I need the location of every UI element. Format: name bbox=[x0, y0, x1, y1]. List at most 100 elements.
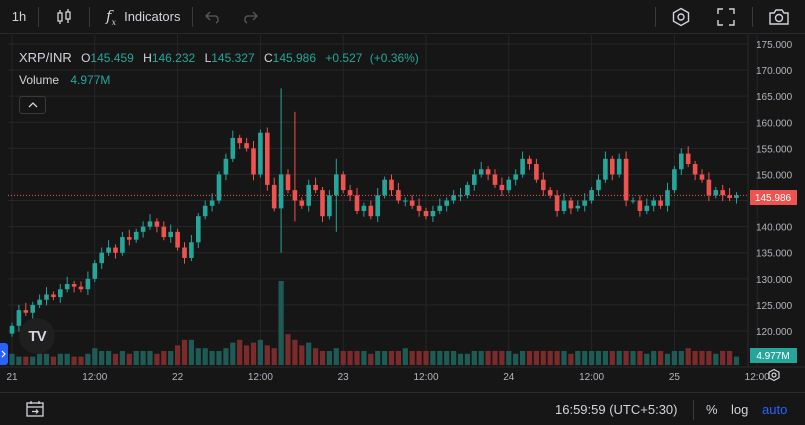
time-tick-label: 22 bbox=[172, 372, 184, 383]
candle-body bbox=[403, 200, 408, 202]
open-label: O bbox=[81, 51, 91, 65]
time-axis-settings-button[interactable] bbox=[768, 368, 780, 382]
volume-bar bbox=[9, 353, 15, 365]
volume-bar bbox=[423, 351, 429, 365]
candle-body bbox=[271, 184, 277, 209]
candle-body bbox=[154, 221, 160, 227]
toolbar-divider bbox=[192, 6, 194, 27]
candle-body bbox=[251, 148, 256, 175]
date-range-button[interactable] bbox=[24, 400, 46, 421]
change-value: +0.527 bbox=[325, 51, 363, 65]
chart-type-button[interactable] bbox=[39, 0, 89, 34]
volume-bar bbox=[99, 351, 105, 365]
price-tick-label: 130.000 bbox=[756, 275, 793, 286]
indicators-label: Indicators bbox=[124, 9, 181, 24]
candle-body bbox=[451, 195, 456, 201]
candle-body bbox=[485, 169, 491, 175]
volume-bar bbox=[16, 356, 22, 365]
candle-body bbox=[465, 184, 470, 196]
volume-bar bbox=[609, 351, 615, 365]
redo-button[interactable] bbox=[233, 0, 267, 34]
candle-body bbox=[223, 158, 229, 175]
volume-bar bbox=[257, 339, 263, 365]
auto-toggle[interactable]: auto bbox=[762, 402, 788, 417]
volume-bar bbox=[140, 351, 146, 365]
candle-body bbox=[375, 195, 380, 217]
undo-button[interactable] bbox=[193, 0, 233, 34]
collapse-legend-button[interactable] bbox=[19, 96, 46, 114]
volume-bar bbox=[230, 342, 236, 365]
price-chart[interactable]: 175.000 170.000 165.000 160.000 155.000 150.0… bbox=[0, 0, 805, 392]
volume-bar bbox=[106, 351, 112, 365]
interval-button[interactable]: 1h bbox=[0, 0, 38, 34]
candle-body bbox=[582, 200, 587, 206]
indicators-button[interactable]: fx Indicators bbox=[90, 0, 192, 34]
volume-bar bbox=[568, 353, 574, 365]
volume-bar bbox=[64, 353, 70, 365]
volume-bar bbox=[326, 351, 332, 365]
candle-body bbox=[292, 190, 298, 201]
volume-bar bbox=[271, 348, 277, 365]
candle-body bbox=[230, 137, 236, 159]
candle-body bbox=[216, 174, 222, 201]
candle-body bbox=[658, 200, 663, 206]
price-axis[interactable]: 175.000 170.000 165.000 160.000 155.000 150.0… bbox=[756, 40, 793, 338]
candle-body bbox=[672, 169, 677, 191]
ohlc-legend: XRP/INR O145.459 H146.232 L145.327 C145.… bbox=[19, 50, 419, 65]
volume-label[interactable]: Volume bbox=[19, 73, 60, 87]
chevron-up-icon bbox=[28, 102, 37, 108]
time-tick-label: 12:00 bbox=[745, 372, 770, 383]
screenshot-button[interactable] bbox=[753, 0, 805, 34]
volume-bar bbox=[278, 281, 284, 365]
volume-bar bbox=[347, 351, 353, 365]
drawing-toolbar-handle[interactable] bbox=[0, 343, 8, 365]
candle-body bbox=[423, 210, 429, 217]
current-time[interactable]: 16:59:59 (UTC+5:30) bbox=[555, 402, 678, 417]
candle-body bbox=[99, 252, 104, 264]
close-value: 145.986 bbox=[272, 51, 317, 65]
volume-bar bbox=[161, 351, 167, 365]
volume-bar bbox=[126, 353, 132, 365]
volume-bar bbox=[168, 351, 174, 365]
percent-toggle[interactable]: % bbox=[706, 402, 718, 417]
price-tick-label: 150.000 bbox=[756, 170, 793, 181]
candles bbox=[9, 88, 739, 337]
candle-body bbox=[568, 200, 574, 209]
chart-grid bbox=[8, 35, 758, 367]
settings-button[interactable] bbox=[656, 0, 706, 34]
calendar-goto-icon bbox=[26, 401, 44, 417]
fullscreen-button[interactable] bbox=[706, 0, 746, 34]
logo-mark: TV bbox=[28, 327, 46, 345]
volume-bar bbox=[299, 345, 305, 365]
candle-body bbox=[444, 200, 449, 206]
settings-hexagon-icon bbox=[768, 368, 780, 382]
candle-body bbox=[416, 205, 422, 211]
volume-bar bbox=[188, 339, 194, 365]
candle-body bbox=[340, 174, 346, 191]
symbol-name[interactable]: XRP/INR bbox=[19, 50, 72, 65]
volume-bar bbox=[699, 351, 705, 365]
candle-body bbox=[120, 237, 125, 253]
time-tick-label: 25 bbox=[669, 372, 681, 383]
candle-body bbox=[534, 164, 539, 180]
log-toggle[interactable]: log bbox=[731, 402, 749, 417]
candle-body bbox=[513, 174, 518, 180]
tradingview-logo[interactable]: TV bbox=[19, 318, 55, 354]
candle-body bbox=[382, 179, 387, 196]
volume-bar bbox=[71, 356, 77, 365]
volume-bar bbox=[464, 353, 470, 365]
candle-body bbox=[630, 200, 636, 202]
candle-body bbox=[244, 143, 249, 149]
candle-body bbox=[575, 205, 581, 209]
time-tick-label: 12:00 bbox=[579, 372, 604, 383]
volume-bar bbox=[30, 356, 36, 365]
volume-bar bbox=[506, 351, 512, 365]
volume-bar bbox=[264, 345, 270, 365]
candle-body bbox=[499, 184, 505, 191]
candle-body bbox=[347, 190, 353, 196]
price-tick-label: 170.000 bbox=[756, 66, 793, 77]
toolbar-divider bbox=[38, 6, 39, 27]
candle-body bbox=[506, 179, 512, 191]
candle-body bbox=[665, 190, 670, 206]
